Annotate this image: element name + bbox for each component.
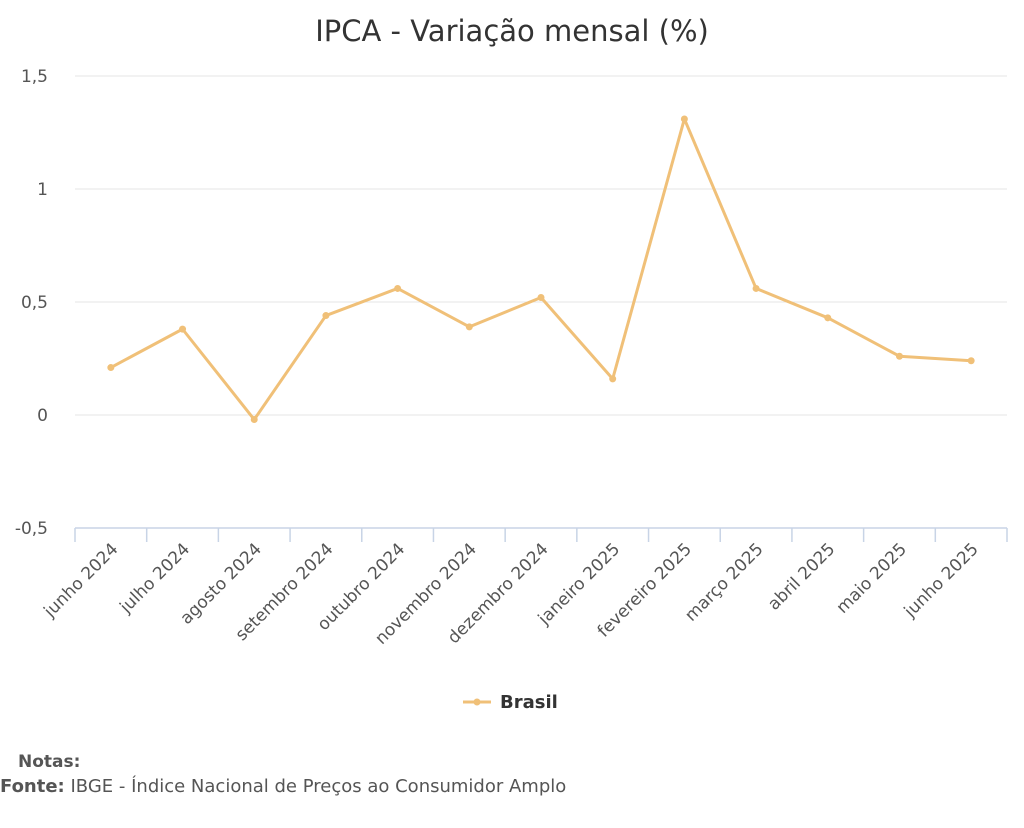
y-axis: -0,5 0 0,5 1 1,5 [15,67,48,539]
data-point [895,352,903,360]
data-point [609,375,617,383]
data-point [394,284,402,292]
x-tick-label: junho 2024 [40,539,123,622]
chart-title: IPCA - Variação mensal (%) [315,14,709,48]
x-tick-label: julho 2024 [116,539,195,618]
series-line-brasil [110,117,972,422]
plot-area [107,115,975,424]
data-point [179,325,187,333]
y-tick-label: 1 [37,180,48,200]
data-point [824,314,832,322]
data-point [967,357,975,365]
data-point [537,293,545,301]
y-tick-label: 1,5 [21,67,48,87]
data-point [107,364,115,372]
data-point [465,323,473,331]
data-point [250,416,258,424]
legend-marker-icon [473,698,481,706]
source-line: Fonte: IBGE - Índice Nacional de Preços … [0,776,566,797]
source-text: IBGE - Índice Nacional de Preços ao Cons… [70,776,567,797]
data-point [322,312,330,320]
data-point [680,115,688,123]
data-point [752,284,760,292]
x-tick-label: abril 2025 [764,539,839,614]
line-chart: IPCA - Variação mensal (%) -0,500,511,5 … [15,14,1008,713]
source-label: Fonte: [0,776,65,797]
y-tick-label: -0,5 [15,519,48,539]
grid-lines [75,75,1007,416]
legend-label: Brasil [500,692,558,713]
legend[interactable]: Brasil [463,692,558,713]
x-tick-label: maio 2025 [833,539,911,617]
y-tick-label: 0,5 [21,293,48,313]
y-tick-label: 0 [37,406,48,426]
notes-label: Notas: [18,752,81,772]
x-tick-label: junho 2025 [900,539,983,622]
